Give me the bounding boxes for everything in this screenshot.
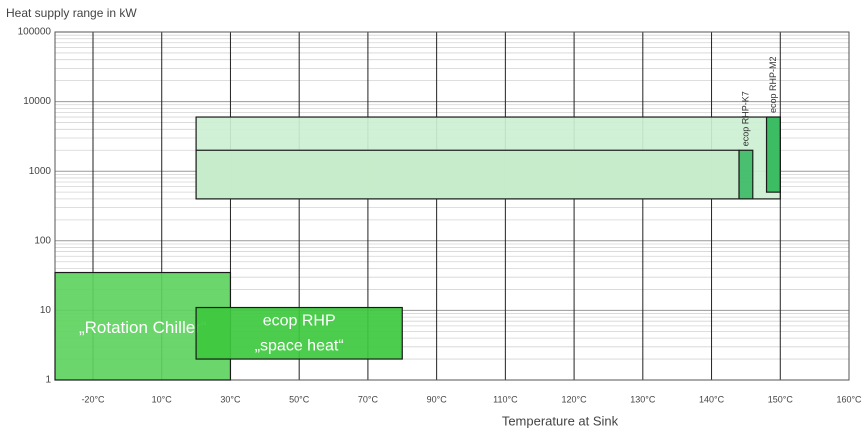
x-tick-label: 150°C <box>768 394 794 404</box>
range-box <box>738 149 754 200</box>
x-tick-label: 130°C <box>630 394 656 404</box>
x-tick-label: 140°C <box>699 394 725 404</box>
range-label: ecop RHP-K7 <box>740 91 750 146</box>
x-tick-label: 50°C <box>289 394 310 404</box>
range-box <box>195 306 403 360</box>
y-tick-label: 1000 <box>29 166 52 177</box>
chart-title: Heat supply range in kW <box>6 6 137 20</box>
x-tick-label: 110°C <box>493 394 518 404</box>
x-tick-label: 30°C <box>220 394 241 404</box>
x-tick-label: 70°C <box>358 394 379 404</box>
y-tick-label: 10000 <box>23 96 51 107</box>
y-tick-label: 100000 <box>18 27 52 38</box>
x-tick-label: 160°C <box>836 394 862 404</box>
x-tick-label: -20°C <box>81 394 105 404</box>
y-tick-label: 10 <box>40 305 52 316</box>
range-label: „Rotation Chiller“ <box>79 318 207 337</box>
range-label: ecop RHP-M2 <box>768 57 778 114</box>
y-tick-label: 100 <box>34 235 51 246</box>
range-label: ecop RHP <box>263 313 336 330</box>
x-tick-label: 10°C <box>152 394 173 404</box>
x-tick-label: 120°C <box>562 394 588 404</box>
range-label: „space heat“ <box>255 338 344 355</box>
plot-frame <box>54 31 850 381</box>
range-box <box>195 149 740 200</box>
x-tick-label: 90°C <box>427 394 448 404</box>
x-axis-label: Temperature at Sink <box>502 413 619 428</box>
y-tick-label: 1 <box>45 375 51 386</box>
range-box <box>765 116 781 193</box>
